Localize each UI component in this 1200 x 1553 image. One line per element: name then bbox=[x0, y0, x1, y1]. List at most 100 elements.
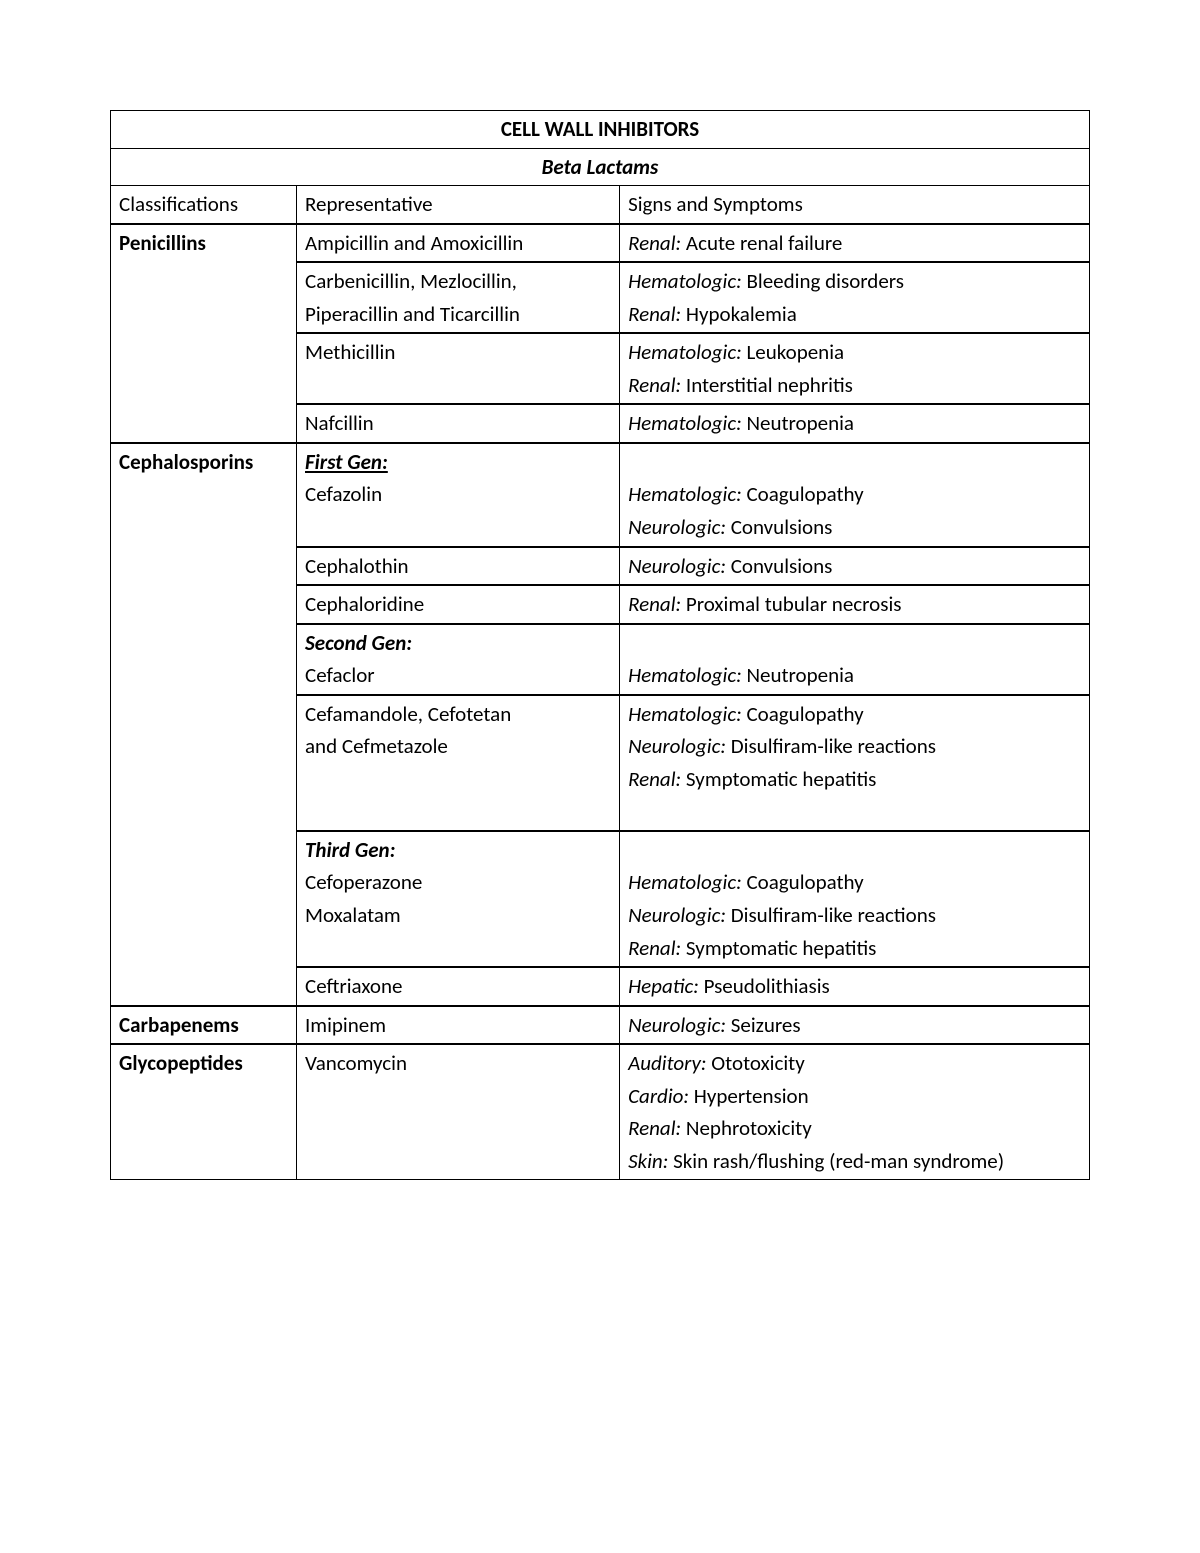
system-label: Hematologic: bbox=[628, 701, 742, 727]
table-subtitle: Beta Lactams bbox=[111, 148, 1090, 186]
symptom-text: Neutropenia bbox=[742, 662, 854, 688]
header-representative: Representative bbox=[297, 186, 620, 224]
system-label: Renal: bbox=[628, 766, 681, 792]
rep-cell: Second Gen: Cefaclor bbox=[297, 624, 620, 695]
header-classifications: Classifications bbox=[111, 186, 297, 224]
rep-cell: Ampicillin and Amoxicillin bbox=[297, 224, 620, 263]
header-signs: Signs and Symptoms bbox=[620, 186, 1090, 224]
document-page: CELL WALL INHIBITORS Beta Lactams Classi… bbox=[0, 0, 1200, 1180]
drug-table: CELL WALL INHIBITORS Beta Lactams Classi… bbox=[110, 110, 1090, 1180]
rep-text: Cefoperazone bbox=[305, 869, 422, 895]
signs-cell: Hematologic: Coagulopathy Neurologic: Di… bbox=[620, 695, 1090, 831]
rep-cell: First Gen: Cefazolin bbox=[297, 443, 620, 547]
signs-cell: Neurologic: Convulsions bbox=[620, 547, 1090, 586]
symptom-text: Neutropenia bbox=[742, 410, 854, 436]
system-label: Hepatic: bbox=[628, 973, 699, 999]
signs-cell: Hematologic: Bleeding disorders Renal: H… bbox=[620, 262, 1090, 333]
symptom-text: Pseudolithiasis bbox=[699, 973, 830, 999]
symptom-text: Coagulopathy bbox=[742, 869, 864, 895]
system-label: Hematologic: bbox=[628, 410, 742, 436]
table-row: Cephalosporins First Gen: Cefazolin Hema… bbox=[111, 443, 1090, 547]
system-label: Neurologic: bbox=[628, 733, 726, 759]
symptom-text: Seizures bbox=[726, 1012, 801, 1038]
class-glycopeptides: Glycopeptides bbox=[111, 1044, 297, 1180]
system-label: Hematologic: bbox=[628, 481, 742, 507]
system-label: Skin: bbox=[628, 1148, 668, 1174]
symptom-text: Skin rash/flushing (red-man syndrome) bbox=[668, 1148, 1004, 1174]
symptom-text: Proximal tubular necrosis bbox=[681, 591, 901, 617]
rep-cell: Methicillin bbox=[297, 333, 620, 404]
symptom-text: Interstitial nephritis bbox=[681, 372, 853, 398]
signs-cell: Renal: Acute renal failure bbox=[620, 224, 1090, 263]
rep-cell: Third Gen: Cefoperazone Moxalatam bbox=[297, 831, 620, 967]
subtitle-row: Beta Lactams bbox=[111, 148, 1090, 186]
rep-text: Cefaclor bbox=[305, 662, 375, 688]
symptom-text: Coagulopathy bbox=[742, 481, 864, 507]
system-label: Neurologic: bbox=[628, 1012, 726, 1038]
symptom-text: Nephrotoxicity bbox=[681, 1115, 812, 1141]
table-title: CELL WALL INHIBITORS bbox=[111, 111, 1090, 149]
signs-cell: Hepatic: Pseudolithiasis bbox=[620, 967, 1090, 1006]
generation-label: Second Gen: bbox=[305, 630, 412, 656]
rep-cell: Cephaloridine bbox=[297, 585, 620, 624]
symptom-text: Bleeding disorders bbox=[742, 268, 904, 294]
rep-text: Moxalatam bbox=[305, 902, 401, 928]
symptom-text: Convulsions bbox=[726, 553, 832, 579]
system-label: Neurologic: bbox=[628, 902, 726, 928]
rep-cell: Carbenicillin, Mezlocillin, Piperacillin… bbox=[297, 262, 620, 333]
system-label: Hematologic: bbox=[628, 869, 742, 895]
system-label: Renal: bbox=[628, 230, 681, 256]
system-label: Renal: bbox=[628, 935, 681, 961]
symptom-text: Symptomatic hepatitis bbox=[681, 766, 876, 792]
signs-cell: Hematologic: Neutropenia bbox=[620, 404, 1090, 443]
signs-cell: Hematologic: Coagulopathy Neurologic: Co… bbox=[620, 443, 1090, 547]
signs-cell: Renal: Proximal tubular necrosis bbox=[620, 585, 1090, 624]
class-carbapenems: Carbapenems bbox=[111, 1006, 297, 1045]
system-label: Renal: bbox=[628, 591, 681, 617]
rep-text: Piperacillin and Ticarcillin bbox=[305, 301, 520, 327]
rep-cell: Vancomycin bbox=[297, 1044, 620, 1180]
system-label: Auditory: bbox=[628, 1050, 706, 1076]
rep-cell: Cefamandole, Cefotetan and Cefmetazole bbox=[297, 695, 620, 831]
signs-cell: Hematologic: Coagulopathy Neurologic: Di… bbox=[620, 831, 1090, 967]
header-row: Classifications Representative Signs and… bbox=[111, 186, 1090, 224]
symptom-text: Leukopenia bbox=[742, 339, 844, 365]
symptom-text: Hypertension bbox=[689, 1083, 809, 1109]
generation-label: Third Gen: bbox=[305, 837, 395, 863]
rep-text: Cefamandole, Cefotetan bbox=[305, 701, 511, 727]
system-label: Hematologic: bbox=[628, 268, 742, 294]
rep-text: and Cefmetazole bbox=[305, 733, 448, 759]
table-row: Penicillins Ampicillin and Amoxicillin R… bbox=[111, 224, 1090, 263]
signs-cell: Hematologic: Leukopenia Renal: Interstit… bbox=[620, 333, 1090, 404]
rep-cell: Ceftriaxone bbox=[297, 967, 620, 1006]
class-penicillins: Penicillins bbox=[111, 224, 297, 443]
system-label: Renal: bbox=[628, 301, 681, 327]
symptom-text: Hypokalemia bbox=[681, 301, 797, 327]
symptom-text: Disulfiram-like reactions bbox=[726, 902, 936, 928]
rep-text: Carbenicillin, Mezlocillin, bbox=[305, 268, 517, 294]
system-label: Cardio: bbox=[628, 1083, 689, 1109]
class-cephalosporins: Cephalosporins bbox=[111, 443, 297, 1006]
symptom-text: Coagulopathy bbox=[742, 701, 864, 727]
rep-cell: Imipinem bbox=[297, 1006, 620, 1045]
system-label: Hematologic: bbox=[628, 339, 742, 365]
system-label: Neurologic: bbox=[628, 553, 726, 579]
signs-cell: Hematologic: Neutropenia bbox=[620, 624, 1090, 695]
rep-text: Cefazolin bbox=[305, 481, 382, 507]
generation-label: First Gen: bbox=[305, 449, 388, 475]
rep-cell: Nafcillin bbox=[297, 404, 620, 443]
title-row: CELL WALL INHIBITORS bbox=[111, 111, 1090, 149]
symptom-text: Ototoxicity bbox=[707, 1050, 805, 1076]
symptom-text: Symptomatic hepatitis bbox=[681, 935, 876, 961]
table-row: Carbapenems Imipinem Neurologic: Seizure… bbox=[111, 1006, 1090, 1045]
table-row: Glycopeptides Vancomycin Auditory: Ototo… bbox=[111, 1044, 1090, 1180]
rep-cell: Cephalothin bbox=[297, 547, 620, 586]
system-label: Neurologic: bbox=[628, 514, 726, 540]
system-label: Hematologic: bbox=[628, 662, 742, 688]
system-label: Renal: bbox=[628, 372, 681, 398]
system-label: Renal: bbox=[628, 1115, 681, 1141]
symptom-text: Disulfiram-like reactions bbox=[726, 733, 936, 759]
symptom-text: Convulsions bbox=[726, 514, 832, 540]
symptom-text: Acute renal failure bbox=[681, 230, 842, 256]
signs-cell: Neurologic: Seizures bbox=[620, 1006, 1090, 1045]
